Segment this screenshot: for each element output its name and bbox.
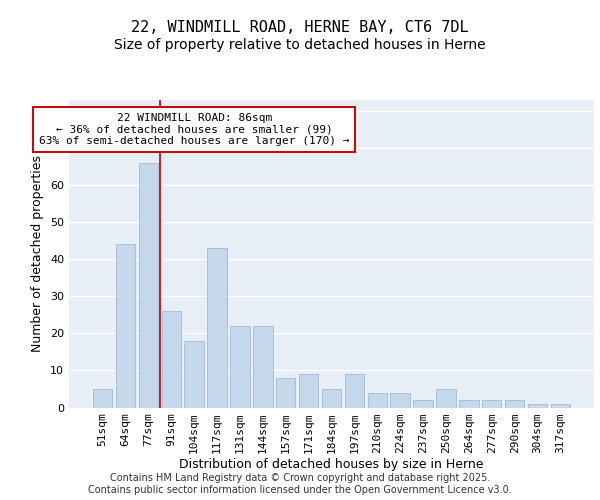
Bar [368, 392, 387, 407]
Bar [413, 400, 433, 407]
Bar [208, 248, 227, 408]
X-axis label: Distribution of detached houses by size in Herne: Distribution of detached houses by size … [179, 458, 484, 471]
Bar [528, 404, 547, 407]
Bar [344, 374, 364, 408]
Bar [276, 378, 295, 408]
Bar [161, 311, 181, 408]
Bar [459, 400, 479, 407]
Text: Contains HM Land Registry data © Crown copyright and database right 2025.
Contai: Contains HM Land Registry data © Crown c… [88, 474, 512, 495]
Bar [551, 404, 570, 407]
Bar [139, 163, 158, 408]
Bar [93, 389, 112, 407]
Bar [184, 341, 204, 407]
Bar [505, 400, 524, 407]
Bar [436, 389, 455, 407]
Bar [391, 392, 410, 407]
Text: 22 WINDMILL ROAD: 86sqm
← 36% of detached houses are smaller (99)
63% of semi-de: 22 WINDMILL ROAD: 86sqm ← 36% of detache… [39, 113, 349, 146]
Text: 22, WINDMILL ROAD, HERNE BAY, CT6 7DL: 22, WINDMILL ROAD, HERNE BAY, CT6 7DL [131, 20, 469, 35]
Bar [299, 374, 319, 408]
Text: Size of property relative to detached houses in Herne: Size of property relative to detached ho… [114, 38, 486, 52]
Bar [253, 326, 272, 407]
Bar [322, 389, 341, 407]
Bar [482, 400, 502, 407]
Bar [230, 326, 250, 407]
Bar [116, 244, 135, 408]
Y-axis label: Number of detached properties: Number of detached properties [31, 155, 44, 352]
